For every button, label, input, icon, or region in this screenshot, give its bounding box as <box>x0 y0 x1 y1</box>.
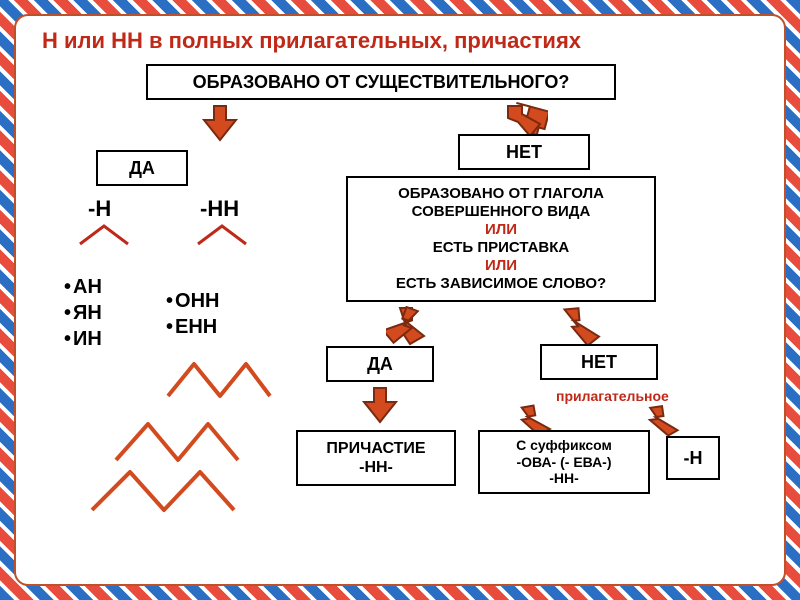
q2-or: ИЛИ <box>485 257 517 275</box>
suffix-list-n: АН ЯН ИН <box>64 274 102 352</box>
suffix-item: ОНН <box>166 288 219 314</box>
result-participle-box: ПРИЧАСТИЕ -НН- <box>296 430 456 486</box>
caret-double-icon <box>164 356 274 405</box>
caret-double-icon <box>88 466 238 519</box>
result-line: -ОВА- (- ЕВА-) <box>516 454 611 471</box>
arrow-icon <box>200 104 240 149</box>
answer-no-2: НЕТ <box>540 344 658 380</box>
adjective-label: прилагательное <box>556 388 669 404</box>
arrow-icon <box>360 386 400 431</box>
suffix-item: АН <box>64 274 102 300</box>
q2-line: ЕСТЬ ПРИСТАВКА <box>433 239 569 257</box>
caret-single-icon <box>194 222 250 253</box>
caret-double-icon <box>112 418 242 469</box>
suffix-item: ЯН <box>64 300 102 326</box>
result-ova-box: С суффиксом -ОВА- (- ЕВА-) -НН- <box>478 430 650 494</box>
result-n-box: -Н <box>666 436 720 480</box>
suffix-item: ЕНН <box>166 314 219 340</box>
answer-yes-1: ДА <box>96 150 188 186</box>
n-heading: -Н <box>88 196 111 222</box>
result-line: С суффиксом <box>516 437 612 454</box>
result-line: -НН- <box>359 458 393 477</box>
q2-or: ИЛИ <box>485 221 517 239</box>
result-line: -НН- <box>549 470 579 487</box>
q2-line: СОВЕРШЕННОГО ВИДА <box>412 203 591 221</box>
suffix-list-nn: ОНН ЕНН <box>166 288 219 340</box>
q2-line: ЕСТЬ ЗАВИСИМОЕ СЛОВО? <box>396 275 606 293</box>
result-line: ПРИЧАСТИЕ <box>326 439 425 458</box>
question-1-box: ОБРАЗОВАНО ОТ СУЩЕСТВИТЕЛЬНОГО? <box>146 64 616 100</box>
page-title: Н или НН в полных прилагательных, причас… <box>42 28 764 54</box>
q2-line: ОБРАЗОВАНО ОТ ГЛАГОЛА <box>398 185 604 203</box>
caret-single-icon <box>76 222 132 253</box>
answer-no-1: НЕТ <box>458 134 590 170</box>
suffix-item: ИН <box>64 326 102 352</box>
question-2-box: ОБРАЗОВАНО ОТ ГЛАГОЛА СОВЕРШЕННОГО ВИДА … <box>346 176 656 302</box>
answer-yes-2: ДА <box>326 346 434 382</box>
nn-heading: -НН <box>200 196 239 222</box>
